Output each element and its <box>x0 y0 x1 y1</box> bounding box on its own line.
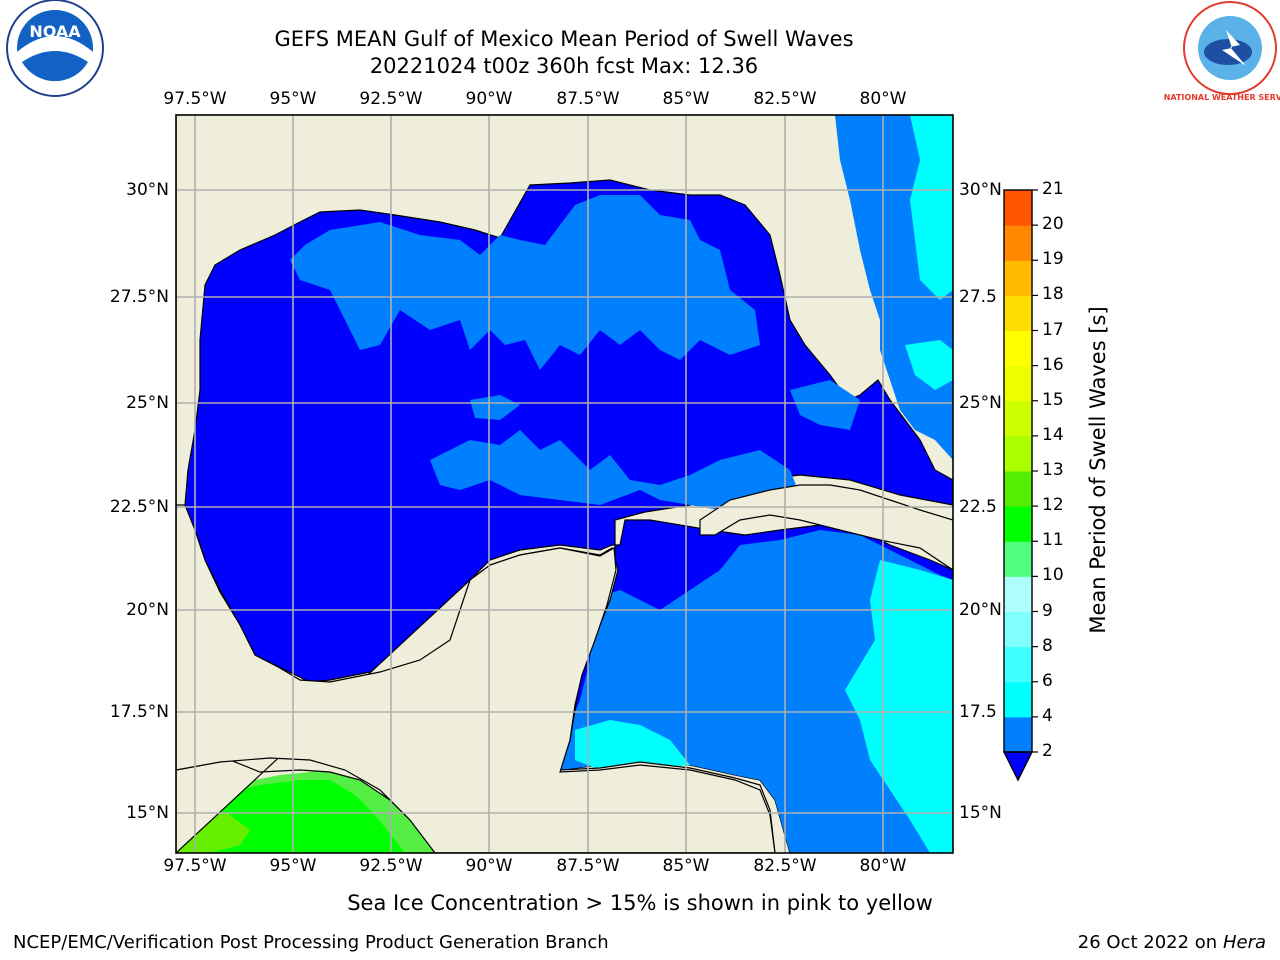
colorbar-tick-label: 4 <box>1042 705 1053 726</box>
lat-left-label: 25°N <box>126 393 169 413</box>
colorbar-segment <box>1004 506 1032 542</box>
noaa-logo-text: NOAA <box>29 22 81 41</box>
lat-right-label: 25°N <box>959 393 1002 413</box>
lon-bottom-label: 82.5°W <box>753 856 817 876</box>
lat-right-label: 30°N <box>959 180 1002 200</box>
colorbar-tick-label: 21 <box>1042 179 1064 199</box>
colorbar-segment <box>1004 330 1032 367</box>
colorbar-tick-label: 13 <box>1042 460 1064 480</box>
colorbar-segment <box>1004 646 1032 683</box>
lon-bottom-label: 87.5°W <box>556 856 620 876</box>
colorbar-segment <box>1004 681 1032 718</box>
colorbar-tick-label: 2 <box>1042 741 1053 761</box>
lon-top-label: 95°W <box>269 89 317 109</box>
figure-subtitle: 20221024 t00z 360h fcst Max: 12.36 <box>369 54 759 78</box>
colorbar-tick-label: 14 <box>1042 424 1064 445</box>
lon-bottom-label: 97.5°W <box>163 856 227 876</box>
colorbar-segment <box>1004 225 1032 261</box>
lat-right-label: 22.5 <box>959 497 997 517</box>
colorbar-tick-label: 20 <box>1042 214 1064 235</box>
lon-top-label: 82.5°W <box>753 89 817 109</box>
lon-top-label: 97.5°W <box>163 89 227 109</box>
colorbar-tick-label: 8 <box>1042 635 1053 656</box>
lat-right-label: 27.5 <box>959 287 997 307</box>
colorbar-tick-label: 18 <box>1042 284 1064 305</box>
sea-ice-note: Sea Ice Concentration > 15% is shown in … <box>347 891 933 915</box>
lon-top-label: 90°W <box>465 89 513 109</box>
lon-bottom-label: 92.5°W <box>359 856 423 876</box>
colorbar-tick-label: 10 <box>1042 565 1064 586</box>
colorbar-extend-triangle <box>1002 751 1034 782</box>
colorbar-segment <box>1004 541 1032 577</box>
nws-logo-text: NATIONAL WEATHER SERVICE <box>1164 93 1280 102</box>
lat-left-label: 17.5°N <box>109 702 169 722</box>
colorbar-segments <box>1004 190 1032 753</box>
nws-logo: NATIONAL WEATHER SERVICE <box>1164 1 1280 102</box>
colorbar-ticks <box>1032 189 1038 753</box>
colorbar-tick-label: 15 <box>1042 389 1064 410</box>
figure-title: GEFS MEAN Gulf of Mexico Mean Period of … <box>274 27 854 51</box>
colorbar-segment <box>1004 365 1032 402</box>
colorbar-segment <box>1004 400 1032 437</box>
colorbar-segment <box>1004 716 1032 753</box>
logos: NOAA NATIONAL WEATHER SERVICE <box>6 0 1280 102</box>
lat-left-label: 22.5°N <box>109 497 169 517</box>
lon-bottom-label: 95°W <box>269 856 317 876</box>
central-america-land <box>176 504 776 853</box>
lon-bottom-label: 90°W <box>465 856 513 876</box>
noaa-logo: NOAA <box>6 0 104 97</box>
lat-right-label: 17.5 <box>959 702 997 722</box>
colorbar-tick-label: 16 <box>1042 354 1064 375</box>
lat-left-label: 15°N <box>126 803 169 823</box>
lat-right-label: 15°N <box>959 803 1002 823</box>
lon-top-label: 92.5°W <box>359 89 423 109</box>
colorbar-segment <box>1004 190 1032 226</box>
lon-top-label: 87.5°W <box>556 89 620 109</box>
colorbar-tick-label: 17 <box>1042 319 1064 340</box>
lon-bottom-label: 80°W <box>859 856 907 876</box>
run-date: 26 Oct 2022 on Hera <box>1078 932 1266 953</box>
colorbar-segment <box>1004 260 1032 296</box>
lat-right-label: 20°N <box>959 600 1002 620</box>
lat-left-label: 27.5°N <box>109 287 169 307</box>
lat-left-label: 20°N <box>126 600 169 620</box>
colorbar-tick-label: 9 <box>1042 600 1053 621</box>
colorbar-label: Mean Period of Swell Waves [s] <box>1086 306 1110 634</box>
run-host: Hera <box>1222 932 1266 953</box>
producer-credit: NCEP/EMC/Verification Post Processing Pr… <box>13 932 609 953</box>
lon-top-label: 85°W <box>662 89 710 109</box>
colorbar-segment <box>1004 435 1032 472</box>
lat-left-label: 30°N <box>126 180 169 200</box>
lon-bottom-label: 85°W <box>662 856 710 876</box>
colorbar-tick-label: 11 <box>1042 530 1064 551</box>
colorbar-segment <box>1004 295 1032 331</box>
map-frame <box>175 114 954 854</box>
colorbar-segment <box>1004 576 1032 612</box>
run-date-text: 26 Oct 2022 on <box>1077 932 1218 953</box>
colorbar-tick-label: 19 <box>1042 249 1064 270</box>
colorbar-tick-label: 6 <box>1042 670 1053 691</box>
colorbar-segment <box>1004 611 1032 648</box>
colorbar-tick-label: 12 <box>1042 495 1064 516</box>
lon-top-label: 80°W <box>859 89 907 109</box>
colorbar-segment <box>1004 471 1032 507</box>
gridlines <box>176 115 953 853</box>
swell-4-6s <box>575 115 953 853</box>
